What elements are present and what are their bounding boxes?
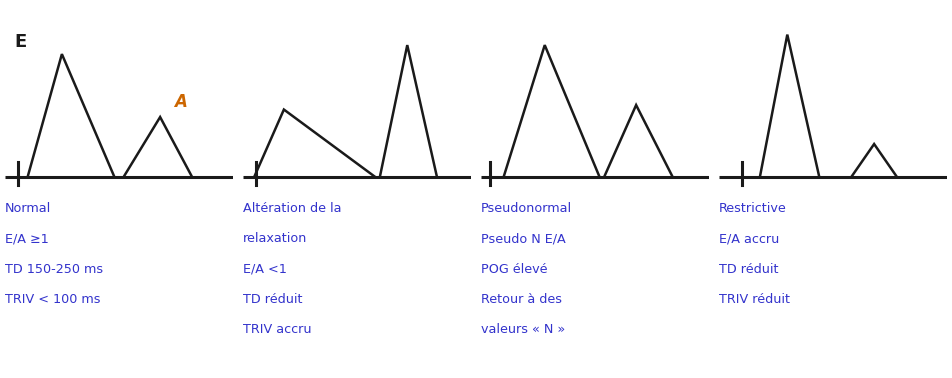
Text: Restrictive: Restrictive [719, 202, 786, 215]
Text: TRIV accru: TRIV accru [243, 324, 311, 336]
Text: Altération de la: Altération de la [243, 202, 341, 215]
Text: Pseudo N E/A: Pseudo N E/A [481, 232, 565, 245]
Text: POG élevé: POG élevé [481, 263, 547, 276]
Text: A: A [174, 93, 187, 111]
Text: relaxation: relaxation [243, 232, 307, 245]
Text: TD réduit: TD réduit [719, 263, 779, 276]
Text: TD 150-250 ms: TD 150-250 ms [5, 263, 103, 276]
Text: Normal: Normal [5, 202, 51, 215]
Text: valeurs « N »: valeurs « N » [481, 324, 565, 336]
Text: Retour à des: Retour à des [481, 293, 562, 306]
Text: E/A <1: E/A <1 [243, 263, 287, 276]
Text: TD réduit: TD réduit [243, 293, 302, 306]
Text: TRIV réduit: TRIV réduit [719, 293, 790, 306]
Text: E/A ≥1: E/A ≥1 [5, 232, 49, 245]
Text: Pseudonormal: Pseudonormal [481, 202, 572, 215]
Text: TRIV < 100 ms: TRIV < 100 ms [5, 293, 100, 306]
Text: E: E [14, 33, 26, 51]
Text: E/A accru: E/A accru [719, 232, 779, 245]
